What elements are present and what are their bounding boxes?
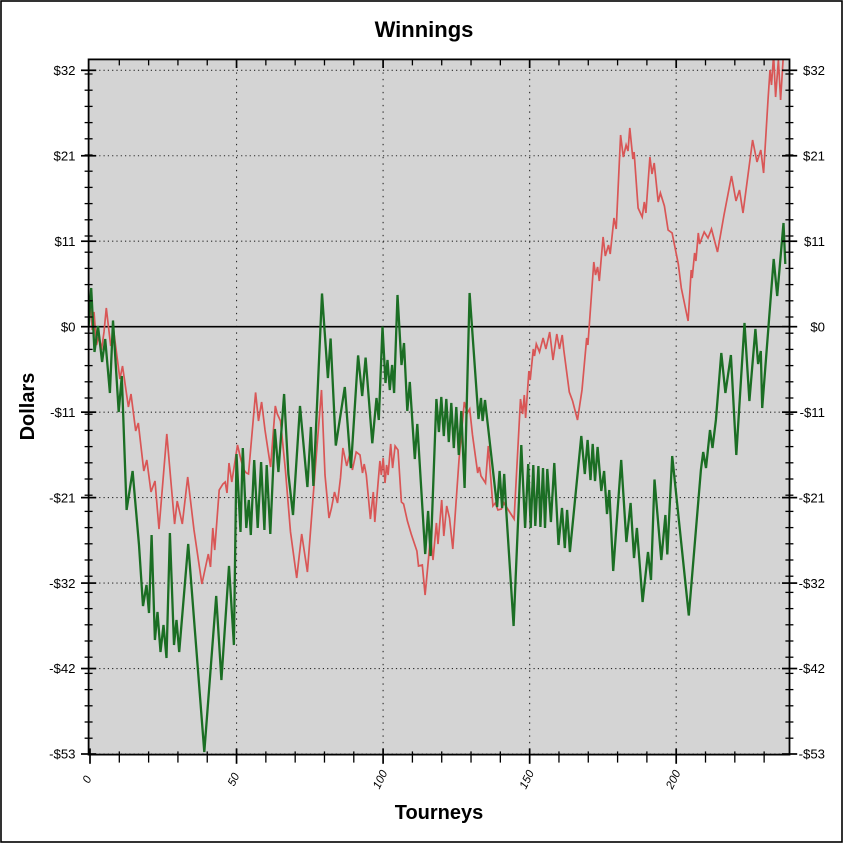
svg-text:$32: $32 xyxy=(803,63,825,78)
svg-text:$32: $32 xyxy=(53,63,75,78)
svg-text:$11: $11 xyxy=(804,234,825,249)
svg-text:-$32: -$32 xyxy=(49,576,75,591)
svg-text:-$53: -$53 xyxy=(799,747,825,762)
svg-text:-$11: -$11 xyxy=(800,405,825,420)
svg-text:-$21: -$21 xyxy=(799,490,825,505)
svg-text:$0: $0 xyxy=(61,319,76,334)
svg-text:Winnings: Winnings xyxy=(375,17,474,42)
svg-text:-$21: -$21 xyxy=(49,490,75,505)
svg-text:Dollars: Dollars xyxy=(17,373,39,441)
svg-text:$21: $21 xyxy=(803,149,825,164)
svg-text:$21: $21 xyxy=(53,149,75,164)
svg-text:50: 50 xyxy=(226,771,243,788)
svg-text:-$42: -$42 xyxy=(799,661,825,676)
svg-text:-$42: -$42 xyxy=(49,661,75,676)
svg-text:Tourneys: Tourneys xyxy=(395,802,484,824)
svg-text:-$53: -$53 xyxy=(49,747,75,762)
svg-text:-$32: -$32 xyxy=(799,576,825,591)
svg-text:0: 0 xyxy=(81,774,95,786)
svg-text:-$11: -$11 xyxy=(50,405,75,420)
svg-text:$0: $0 xyxy=(810,319,825,334)
svg-text:$11: $11 xyxy=(54,234,75,249)
